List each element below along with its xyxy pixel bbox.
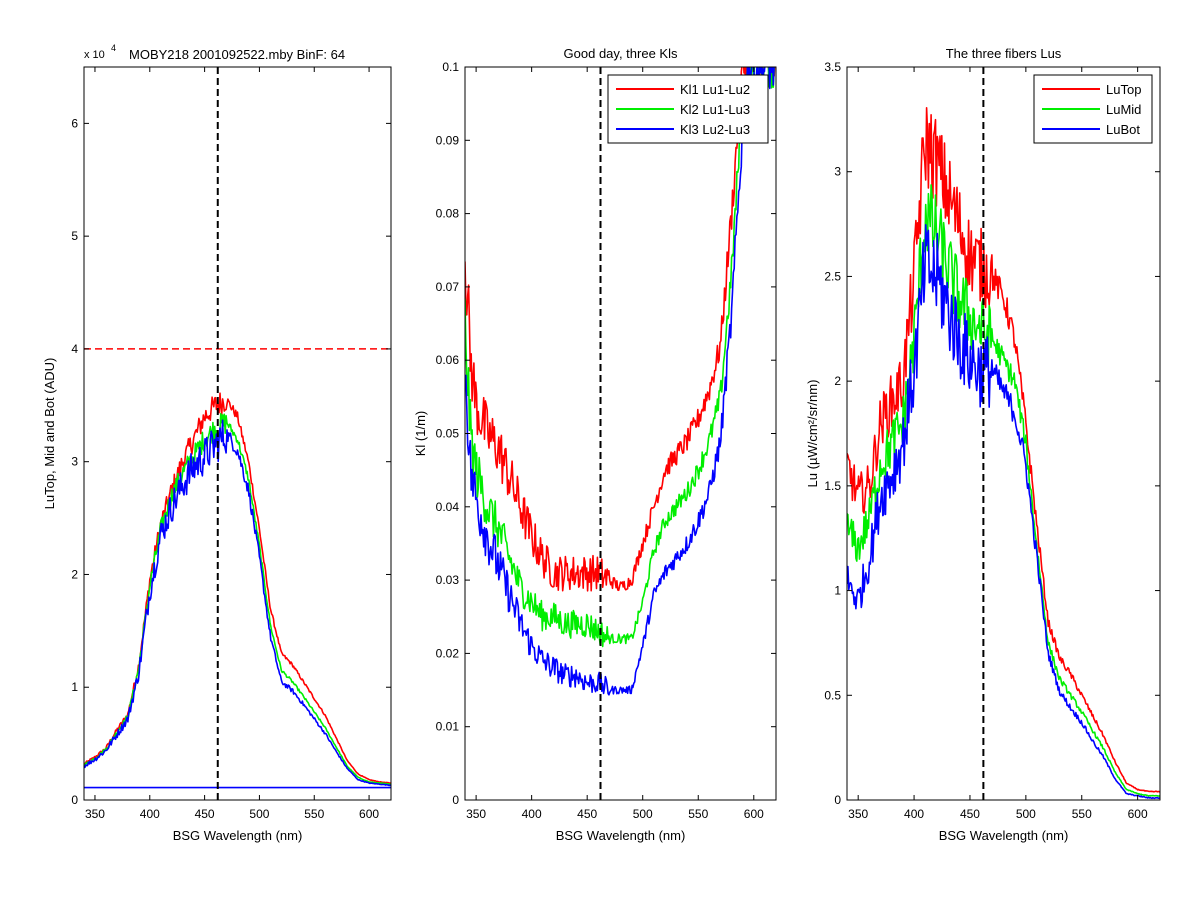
series-group <box>465 67 776 800</box>
y-tick-label: 5 <box>71 229 78 243</box>
subplot-2: 350 400 450 500 550 600 0 0.01 0.02 0.03 0.04 0.05 0… <box>413 46 777 843</box>
y-tick-label: 2.5 <box>824 269 841 283</box>
y-axis-label: LuTop, Mid and Bot (ADU) <box>42 358 57 510</box>
series-line-2 <box>847 184 1160 797</box>
axis-exponent-power: 4 <box>111 43 116 53</box>
series-line-3 <box>847 224 1160 800</box>
y-tick-label: 0.06 <box>436 353 460 367</box>
x-tick-label: 600 <box>359 807 379 821</box>
x-axis-label: BSG Wavelength (nm) <box>556 828 686 843</box>
chart-title: Good day, three Kls <box>564 46 678 61</box>
series-line-3 <box>465 67 775 696</box>
y-tick-label: 0.04 <box>436 500 460 514</box>
axes-frame <box>83 66 392 801</box>
x-tick-label: 350 <box>466 807 486 821</box>
y-tick-label: 4 <box>71 342 78 356</box>
y-tick-label: 0 <box>71 793 78 807</box>
y-tick-label: 2 <box>834 374 841 388</box>
y-tick-label: 3 <box>834 165 841 179</box>
y-tick-label: 0.05 <box>436 427 460 441</box>
x-tick-label: 550 <box>688 807 708 821</box>
x-tick-label: 500 <box>1016 807 1036 821</box>
x-tick-label: 400 <box>140 807 160 821</box>
x-tick-label: 600 <box>744 807 764 821</box>
y-tick-label: 0.5 <box>824 688 841 702</box>
legend-entry-3: LuBot <box>1106 122 1140 137</box>
y-tick-label: 0.1 <box>442 60 459 74</box>
y-axis-label: Kl (1/m) <box>413 411 428 457</box>
x-tick-label: 400 <box>904 807 924 821</box>
y-tick-label: 0.01 <box>436 720 460 734</box>
y-tick-label: 0 <box>834 793 841 807</box>
series-line-3 <box>84 419 391 787</box>
x-tick-label: 350 <box>85 807 105 821</box>
x-tick-label: 400 <box>522 807 542 821</box>
y-tick-label: 0.02 <box>436 646 460 660</box>
y-tick-label: 2 <box>71 567 78 581</box>
plot-area <box>465 67 776 800</box>
x-tick-label: 600 <box>1128 807 1148 821</box>
legend-entry-3: Kl3 Lu2-Lu3 <box>680 122 750 137</box>
y-tick-label: 0.08 <box>436 207 460 221</box>
x-axis-label: BSG Wavelength (nm) <box>939 828 1069 843</box>
y-tick-label: 0 <box>452 793 459 807</box>
legend-entry-1: Kl1 Lu1-Lu2 <box>680 82 750 97</box>
x-tick-label: 550 <box>304 807 324 821</box>
legend-entry-2: LuMid <box>1106 102 1141 117</box>
chart-title: The three fibers Lus <box>946 46 1062 61</box>
series-line-2 <box>465 67 776 648</box>
y-tick-label: 1.5 <box>824 479 841 493</box>
series-group <box>84 67 391 800</box>
x-tick-label: 350 <box>848 807 868 821</box>
y-tick-label: 6 <box>71 116 78 130</box>
series-line-1 <box>847 107 1160 793</box>
legend: Kl1 Lu1-Lu2 Kl2 Lu1-Lu3 Kl3 Lu2-Lu3 <box>607 74 769 144</box>
x-tick-label: 450 <box>577 807 597 821</box>
x-axis-label: BSG Wavelength (nm) <box>173 828 303 843</box>
axis-exponent-base: x 10 <box>84 49 105 61</box>
chart-title: MOBY218 2001092522.mby BinF: 64 <box>129 47 345 62</box>
x-tick-label: 550 <box>1072 807 1092 821</box>
legend: LuTop LuMid LuBot <box>1033 74 1153 144</box>
series-group <box>847 67 1160 800</box>
x-tick-label: 500 <box>633 807 653 821</box>
subplot-3: 350 400 450 500 550 600 0 0.5 1 1.5 2 2.5 3 3.5 BSG Wa… <box>805 46 1161 843</box>
legend-entry-1: LuTop <box>1106 82 1141 97</box>
y-tick-label: 3.5 <box>824 60 841 74</box>
y-tick-label: 1 <box>71 680 78 694</box>
y-tick-label: 0.03 <box>436 573 460 587</box>
x-tick-label: 450 <box>960 807 980 821</box>
series-line-1 <box>465 67 776 592</box>
y-tick-label: 1 <box>834 584 841 598</box>
y-tick-label: 0.07 <box>436 280 460 294</box>
x-tick-label: 450 <box>195 807 215 821</box>
subplot-1: 350 400 450 500 550 600 0 1 2 3 4 5 6 BSG Wavelength … <box>42 43 392 843</box>
plot-area <box>84 67 391 800</box>
y-tick-label: 0.09 <box>436 133 460 147</box>
y-tick-label: 3 <box>71 455 78 469</box>
x-tick-label: 500 <box>249 807 269 821</box>
legend-entry-2: Kl2 Lu1-Lu3 <box>680 102 750 117</box>
y-axis-label: Lu (µW/cm²/sr/nm) <box>805 380 820 488</box>
axes-frame <box>846 66 1161 801</box>
